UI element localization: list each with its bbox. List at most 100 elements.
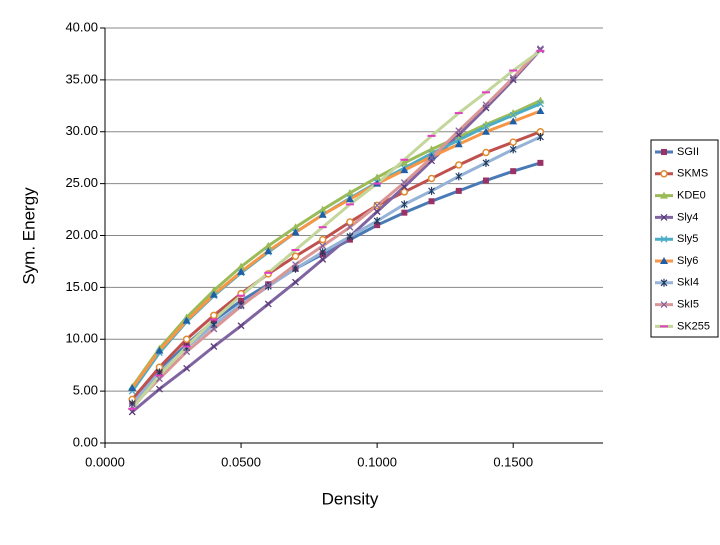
- series-line: [131, 135, 542, 405]
- marker: [373, 201, 381, 209]
- marker: [155, 346, 164, 354]
- marker: [264, 247, 273, 255]
- marker: [264, 300, 272, 308]
- marker: [427, 152, 436, 160]
- marker: [428, 154, 436, 162]
- marker: [237, 302, 245, 310]
- marker: [155, 385, 163, 393]
- marker: [291, 228, 300, 236]
- marker: [660, 301, 668, 309]
- marker: [183, 364, 191, 372]
- marker: [509, 138, 517, 146]
- marker: [537, 159, 544, 166]
- marker: [210, 311, 218, 320]
- marker: [455, 161, 463, 169]
- marker: [455, 136, 463, 144]
- marker: [182, 316, 191, 324]
- marker: [482, 101, 490, 109]
- series-line: [131, 49, 542, 410]
- marker: [400, 158, 409, 166]
- y-tick-label: 25.00: [65, 175, 98, 190]
- marker: [400, 200, 408, 209]
- x-tick-label: 0.1000: [357, 454, 397, 469]
- legend-label: Sly6: [677, 255, 698, 267]
- legend-label: KDE0: [677, 190, 706, 202]
- marker: [210, 317, 217, 324]
- legend-label: SkI4: [677, 277, 699, 289]
- legend-label: SKMS: [677, 168, 708, 180]
- marker: [346, 232, 354, 241]
- marker: [373, 216, 381, 225]
- marker: [318, 205, 327, 213]
- marker: [183, 348, 191, 356]
- marker: [455, 187, 462, 194]
- marker: [660, 257, 668, 264]
- y-tick-label: 10.00: [65, 331, 98, 346]
- marker: [237, 301, 245, 310]
- marker: [428, 198, 435, 205]
- marker: [401, 209, 408, 216]
- marker: [209, 286, 218, 294]
- marker: [292, 278, 299, 286]
- y-tick-label: 20.00: [65, 227, 98, 242]
- marker: [319, 248, 327, 257]
- y-axis-label: Sym. Energy: [19, 187, 38, 285]
- marker: [237, 267, 246, 275]
- legend-label: SGII: [677, 146, 699, 158]
- y-tick-label: 35.00: [65, 71, 98, 86]
- marker: [237, 322, 245, 330]
- marker: [660, 213, 668, 221]
- marker: [264, 241, 273, 249]
- marker: [400, 188, 409, 196]
- marker: [237, 262, 246, 270]
- series-line: [131, 109, 541, 389]
- y-tick-label: 40.00: [65, 19, 98, 34]
- marker: [155, 375, 163, 383]
- marker: [536, 100, 544, 108]
- marker: [346, 218, 354, 226]
- marker: [660, 235, 668, 243]
- marker: [509, 111, 517, 119]
- marker: [455, 172, 463, 181]
- marker: [455, 127, 463, 135]
- marker: [182, 335, 191, 343]
- series-line: [131, 48, 542, 414]
- marker: [661, 149, 667, 155]
- marker: [128, 408, 136, 416]
- marker: [660, 278, 668, 287]
- marker: [536, 132, 544, 141]
- x-tick-label: 0.0500: [221, 454, 261, 469]
- marker: [481, 120, 490, 128]
- y-tick-label: 15.00: [65, 279, 98, 294]
- marker: [264, 270, 273, 278]
- marker: [660, 170, 668, 178]
- marker: [210, 343, 218, 350]
- marker: [481, 127, 490, 135]
- series-line: [130, 99, 542, 388]
- marker: [128, 384, 137, 392]
- legend-label: Sly4: [677, 211, 698, 223]
- marker: [374, 222, 381, 229]
- marker: [291, 252, 300, 260]
- marker: [264, 282, 272, 291]
- marker: [427, 174, 436, 183]
- marker: [660, 191, 668, 199]
- marker: [400, 166, 409, 174]
- marker: [454, 140, 463, 148]
- y-tick-label: 0.00: [73, 434, 98, 449]
- marker: [509, 74, 517, 82]
- legend-label: SK255: [677, 320, 710, 332]
- marker: [482, 123, 490, 131]
- marker: [536, 96, 545, 104]
- marker: [346, 223, 354, 231]
- marker: [318, 235, 327, 244]
- marker: [345, 188, 354, 196]
- x-tick-label: 0.0000: [85, 454, 125, 469]
- series-line: [131, 130, 541, 401]
- marker: [509, 76, 517, 84]
- marker: [291, 223, 300, 231]
- marker: [510, 168, 517, 175]
- legend-label: SkI5: [677, 299, 699, 311]
- marker: [509, 109, 518, 117]
